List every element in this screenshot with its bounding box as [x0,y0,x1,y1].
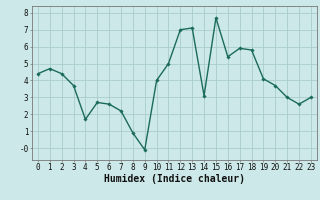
X-axis label: Humidex (Indice chaleur): Humidex (Indice chaleur) [104,174,245,184]
